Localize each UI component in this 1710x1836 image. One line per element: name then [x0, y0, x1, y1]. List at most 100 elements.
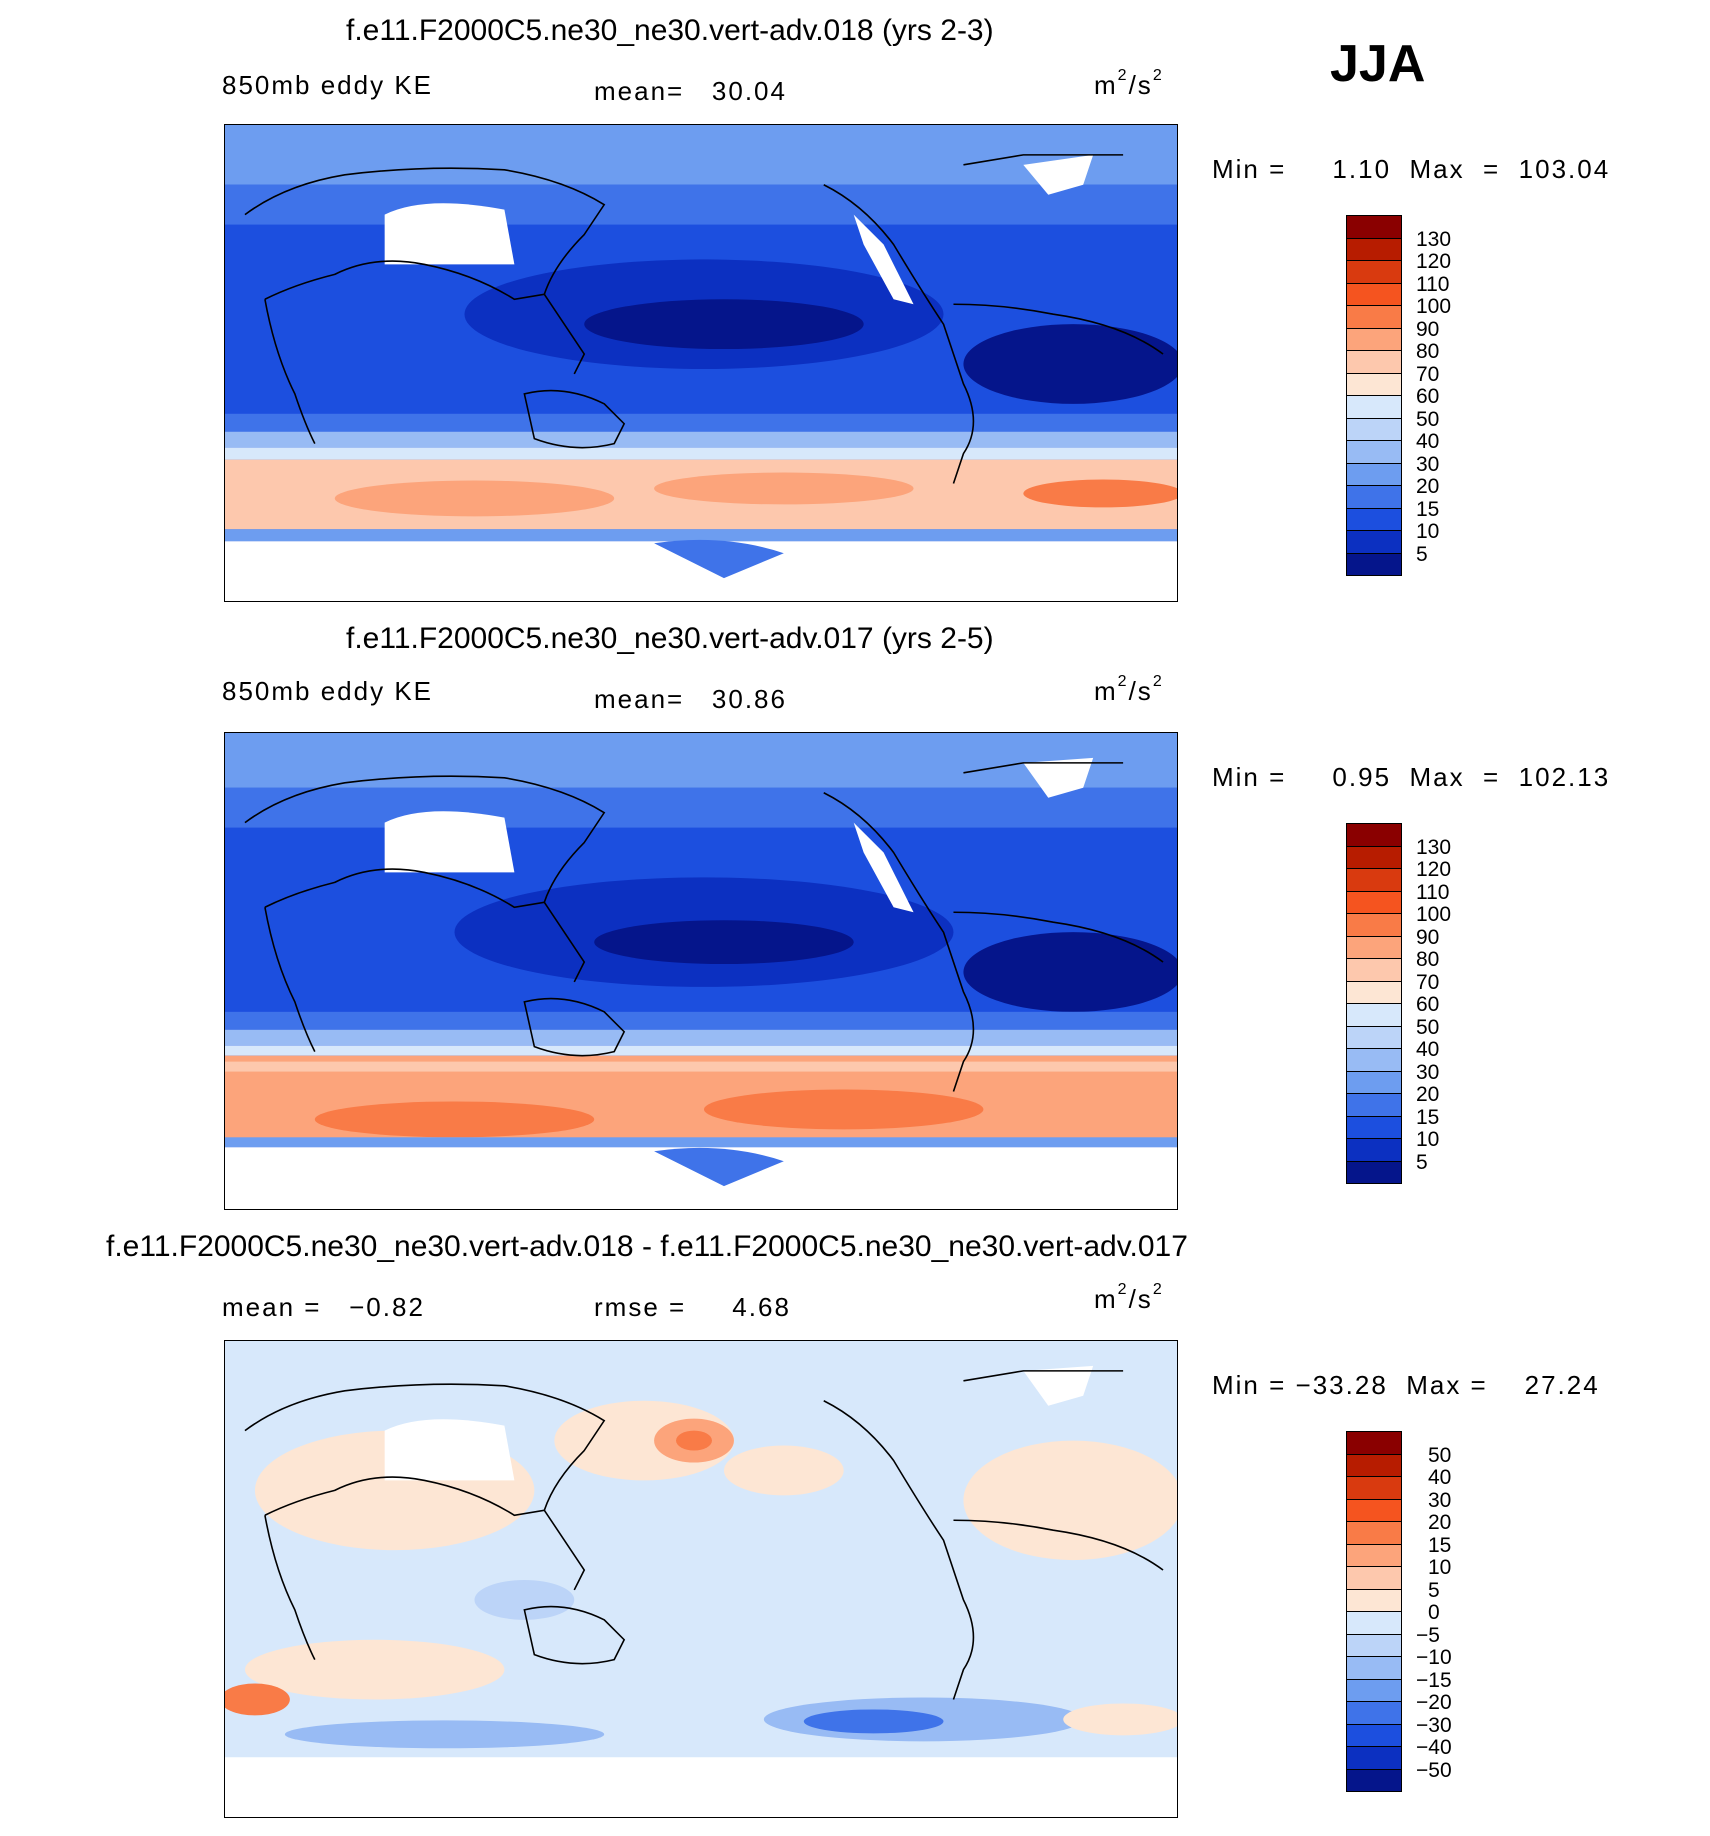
panel-3-colorbar-swatch: [1346, 1678, 1402, 1702]
panel-3-colorbar-swatch: [1346, 1656, 1402, 1680]
panel-3-colorbar-swatch: [1346, 1566, 1402, 1590]
panel-3-mean: mean = −0.82: [222, 1292, 425, 1322]
panel-2-colorbar-label: 10: [1416, 1128, 1440, 1151]
panel-3-units: m2/s2: [1094, 1281, 1164, 1314]
panel-3-rmse: rmse = 4.68: [594, 1292, 791, 1322]
panel-3-colorbar-swatch: [1346, 1723, 1402, 1747]
panel-2-field-label: 850mb eddy KE: [222, 676, 434, 706]
panel-1-colorbar-swatch: [1346, 417, 1402, 441]
panel-1-colorbar-label: 130: [1416, 227, 1452, 251]
panel-2-title: f.e11.F2000C5.ne30_ne30.vert-adv.017 (yr…: [346, 622, 994, 655]
panel-2-colorbar-label: 50: [1416, 1015, 1440, 1039]
panel-1-colorbar-swatch: [1346, 327, 1402, 351]
panel-3-colorbar-label: −40: [1416, 1736, 1452, 1759]
panel-2-colorbar-swatch: [1346, 1138, 1402, 1162]
panel-2-mean: mean= 30.86: [594, 684, 787, 714]
panel-3-colorbar-label: −5: [1416, 1623, 1440, 1647]
panel-1-colorbar-swatch: [1346, 552, 1402, 576]
panel-2-colorbar-swatch: [1346, 1003, 1402, 1027]
panel-1-colorbar-label: 60: [1416, 385, 1440, 408]
panel-1-colorbar-swatch: [1346, 440, 1402, 464]
panel-1-colorbar-label: 90: [1416, 317, 1440, 341]
panel-3-colorbar-swatch: [1346, 1768, 1402, 1792]
panel-2-units: m2/s2: [1094, 673, 1164, 706]
panel-1-colorbar-swatch: [1346, 237, 1402, 261]
panel-3-colorbar-swatch: [1346, 1431, 1402, 1455]
panel-2-colorbar: [1346, 823, 1402, 1184]
panel-2-colorbar-label: 110: [1416, 880, 1450, 904]
panel-1-mean: mean= 30.04: [594, 76, 787, 106]
panel-1-colorbar-swatch: [1346, 530, 1402, 554]
panel-1-colorbar-label: 50: [1416, 407, 1440, 431]
panel-3-colorbar-label: 10: [1428, 1556, 1452, 1579]
panel-1-colorbar-label: 70: [1416, 362, 1440, 386]
panel-3-colorbar-swatch: [1346, 1543, 1402, 1567]
panel-2-colorbar-label: 40: [1416, 1038, 1440, 1061]
panel-3-colorbar-label: 0: [1428, 1601, 1440, 1624]
panel-1-colorbar-swatches: [1346, 215, 1402, 576]
panel-3-colorbar-swatch: [1346, 1453, 1402, 1477]
panel-2-colorbar-swatch: [1346, 845, 1402, 869]
panel-1-colorbar-swatch: [1346, 395, 1402, 419]
panel-2-colorbar-label: 70: [1416, 970, 1440, 994]
panel-2-colorbar-swatch: [1346, 1070, 1402, 1094]
panel-3-colorbar-label: −30: [1416, 1713, 1452, 1737]
panel-2-map-svg: [225, 733, 1177, 1209]
panel-3-map: [224, 1340, 1178, 1818]
panel-1-field-label: 850mb eddy KE: [222, 70, 434, 100]
panel-3-colorbar-swatch: [1346, 1746, 1402, 1770]
panel-2-colorbar-swatch: [1346, 935, 1402, 959]
panel-1-colorbar-label: 120: [1416, 250, 1452, 273]
panel-2-colorbar-swatch: [1346, 868, 1402, 892]
panel-2-colorbar-swatch: [1346, 1025, 1402, 1049]
panel-1-map: [224, 124, 1178, 602]
panel-2-colorbar-swatch: [1346, 823, 1402, 847]
panel-1-colorbar-swatch: [1346, 215, 1402, 239]
panel-2-colorbar-label: 30: [1416, 1060, 1440, 1084]
panel-2-colorbar-label: 60: [1416, 993, 1440, 1016]
panel-3-colorbar-swatch: [1346, 1521, 1402, 1545]
panel-1-colorbar-label: 20: [1416, 475, 1440, 498]
panel-3-colorbar-label: 15: [1428, 1533, 1452, 1557]
panel-2-colorbar-label: 15: [1416, 1105, 1440, 1129]
panel-3-colorbar-label: 30: [1428, 1488, 1452, 1512]
panel-1-colorbar-label: 15: [1416, 497, 1440, 521]
panel-3-colorbar-label: 5: [1428, 1578, 1440, 1602]
panel-3-colorbar-swatch: [1346, 1633, 1402, 1657]
panel-2-colorbar-label: 90: [1416, 925, 1440, 949]
panel-3-colorbar-swatch: [1346, 1611, 1402, 1635]
panel-3-colorbar-label: 20: [1428, 1511, 1452, 1534]
panel-1-colorbar-swatch: [1346, 305, 1402, 329]
panel-3-colorbar-label: −50: [1416, 1758, 1452, 1782]
panel-3-map-svg: [225, 1341, 1177, 1817]
panel-2-colorbar-swatch: [1346, 890, 1402, 914]
panel-1-map-svg: [225, 125, 1177, 601]
panel-3-colorbar-label: 40: [1428, 1466, 1452, 1489]
panel-2-colorbar-label: 120: [1416, 858, 1452, 881]
panel-1-colorbar-label: 40: [1416, 430, 1440, 453]
panel-1-title: f.e11.F2000C5.ne30_ne30.vert-adv.018 (yr…: [346, 14, 994, 47]
panel-1-colorbar-swatch: [1346, 350, 1402, 374]
panel-1-colorbar-label: 110: [1416, 272, 1450, 296]
panel-2-colorbar-label: 20: [1416, 1083, 1440, 1106]
panel-1-colorbar-label: 100: [1416, 295, 1452, 318]
panel-1-minmax: Min = 1.10 Max = 103.04: [1212, 154, 1611, 184]
panel-3-colorbar-label: 50: [1428, 1443, 1452, 1467]
panel-1-units: m2/s2: [1094, 67, 1164, 100]
panel-1-colorbar-label: 10: [1416, 520, 1440, 543]
panel-2-colorbar-swatch: [1346, 1160, 1402, 1184]
panel-3-colorbar-swatch: [1346, 1701, 1402, 1725]
panel-2-colorbar-label: 130: [1416, 835, 1452, 859]
panel-2-map: [224, 732, 1178, 1210]
panel-3-colorbar-label: −15: [1416, 1668, 1452, 1692]
panel-3-colorbar-swatches: [1346, 1431, 1402, 1792]
panel-3-colorbar: [1346, 1431, 1402, 1792]
panel-1-colorbar-swatch: [1346, 282, 1402, 306]
panel-3-colorbar-swatch: [1346, 1588, 1402, 1612]
panel-3-colorbar-swatch: [1346, 1498, 1402, 1522]
panel-2-colorbar-swatch: [1346, 1115, 1402, 1139]
panel-1-colorbar: [1346, 215, 1402, 576]
panel-1-colorbar-label: 80: [1416, 340, 1440, 363]
panel-3-title: f.e11.F2000C5.ne30_ne30.vert-adv.018 - f…: [106, 1230, 1188, 1263]
panel-1-colorbar-swatch: [1346, 462, 1402, 486]
